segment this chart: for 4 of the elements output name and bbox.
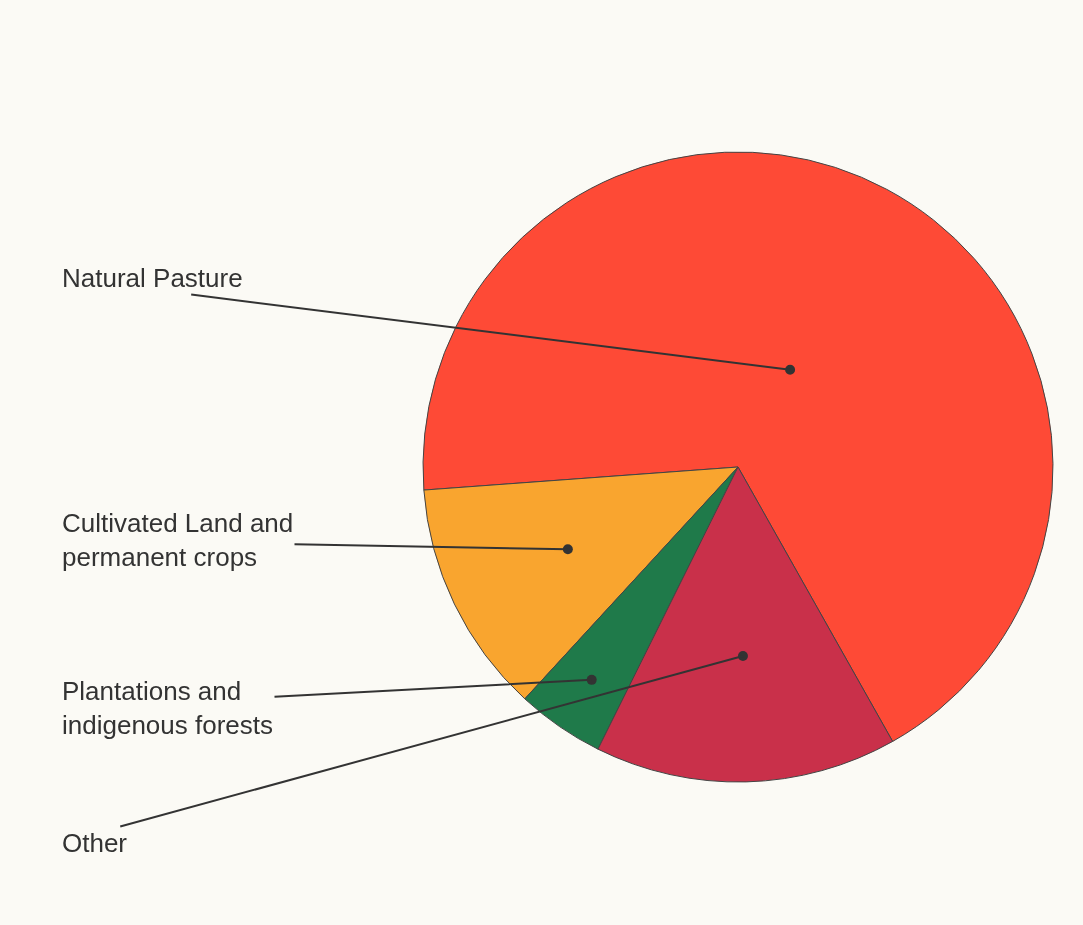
slice-label: Other — [62, 828, 128, 858]
slice-label: Cultivated Land and permanent crops — [62, 508, 294, 572]
slice-label: Natural Pasture — [62, 263, 243, 293]
slice-label: Plantations and indigenous forests — [62, 676, 274, 740]
